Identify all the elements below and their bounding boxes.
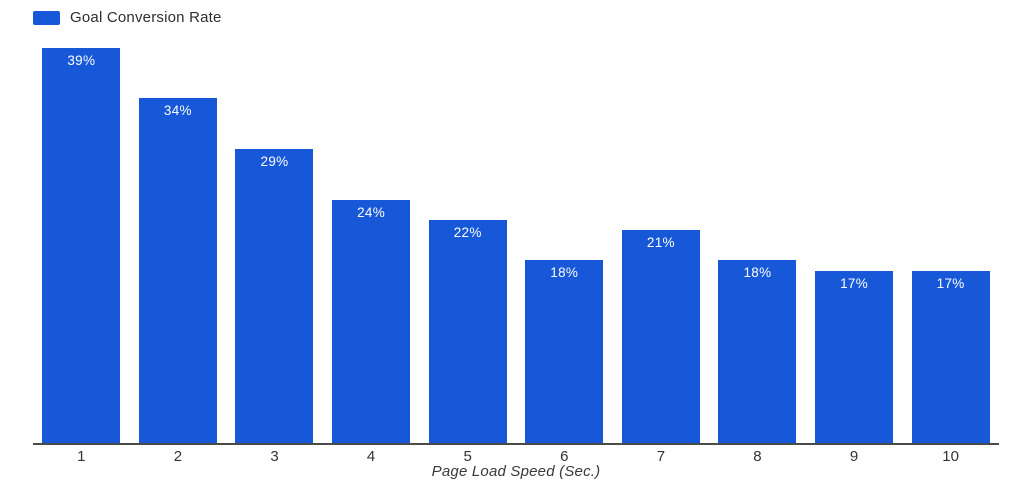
bar[interactable]: 17%	[911, 270, 990, 443]
bar-value-label: 18%	[743, 265, 772, 281]
bar-slot: 34%	[130, 47, 227, 443]
x-tick-label: 1	[77, 448, 86, 465]
x-tick-label: 6	[560, 448, 569, 465]
x-axis-title: Page Load Speed (Sec.)	[431, 463, 601, 480]
legend-item-goal-conversion-rate[interactable]: Goal Conversion Rate	[33, 9, 222, 26]
legend-label: Goal Conversion Rate	[70, 9, 222, 26]
bar[interactable]: 18%	[525, 260, 604, 443]
x-axis-line	[33, 443, 999, 445]
x-tick-label: 7	[656, 448, 666, 465]
x-tick-label: 4	[366, 448, 376, 465]
bar[interactable]: 34%	[138, 98, 217, 443]
bar-value-label: 17%	[936, 275, 965, 291]
plot-area: 39% 34% 29% 24% 22% 18% 21% 18% 17% 17%	[33, 47, 999, 443]
x-tick-label: 8	[753, 448, 762, 465]
x-tick-label: 2	[173, 448, 183, 465]
bar-value-label: 29%	[260, 153, 289, 169]
legend-swatch-icon	[33, 10, 60, 25]
bar-slot: 21%	[613, 47, 710, 443]
bar[interactable]: 29%	[235, 148, 314, 443]
bar[interactable]: 24%	[332, 199, 411, 443]
bar-slot: 24%	[323, 47, 420, 443]
bar-slot: 22%	[419, 47, 516, 443]
x-tick-label: 9	[849, 448, 859, 465]
bar-value-label: 39%	[67, 52, 96, 68]
bar-slot: 18%	[516, 47, 613, 443]
bar[interactable]: 39%	[42, 47, 121, 443]
x-tick-label: 5	[463, 448, 472, 465]
x-axis-ticks: 1 2 3 4 5 6 7 8 9 10	[33, 448, 999, 465]
bar[interactable]: 18%	[718, 260, 797, 443]
bar-value-label: 24%	[357, 204, 386, 220]
bar-slot: 39%	[33, 47, 130, 443]
bar-slot: 18%	[709, 47, 806, 443]
bar-slot: 17%	[806, 47, 903, 443]
x-tick-label: 10	[942, 448, 959, 465]
bar-slot: 29%	[226, 47, 323, 443]
bar[interactable]: 17%	[815, 270, 894, 443]
bar-slot: 17%	[902, 47, 999, 443]
x-tick-label: 3	[270, 448, 279, 465]
bar-value-label: 21%	[646, 235, 675, 251]
bar-value-label: 34%	[163, 103, 192, 119]
bar[interactable]: 22%	[428, 219, 507, 443]
bar-value-label: 17%	[840, 275, 868, 291]
bar-value-label: 22%	[453, 224, 482, 240]
bar[interactable]: 21%	[621, 230, 700, 443]
bar-value-label: 18%	[550, 265, 579, 281]
